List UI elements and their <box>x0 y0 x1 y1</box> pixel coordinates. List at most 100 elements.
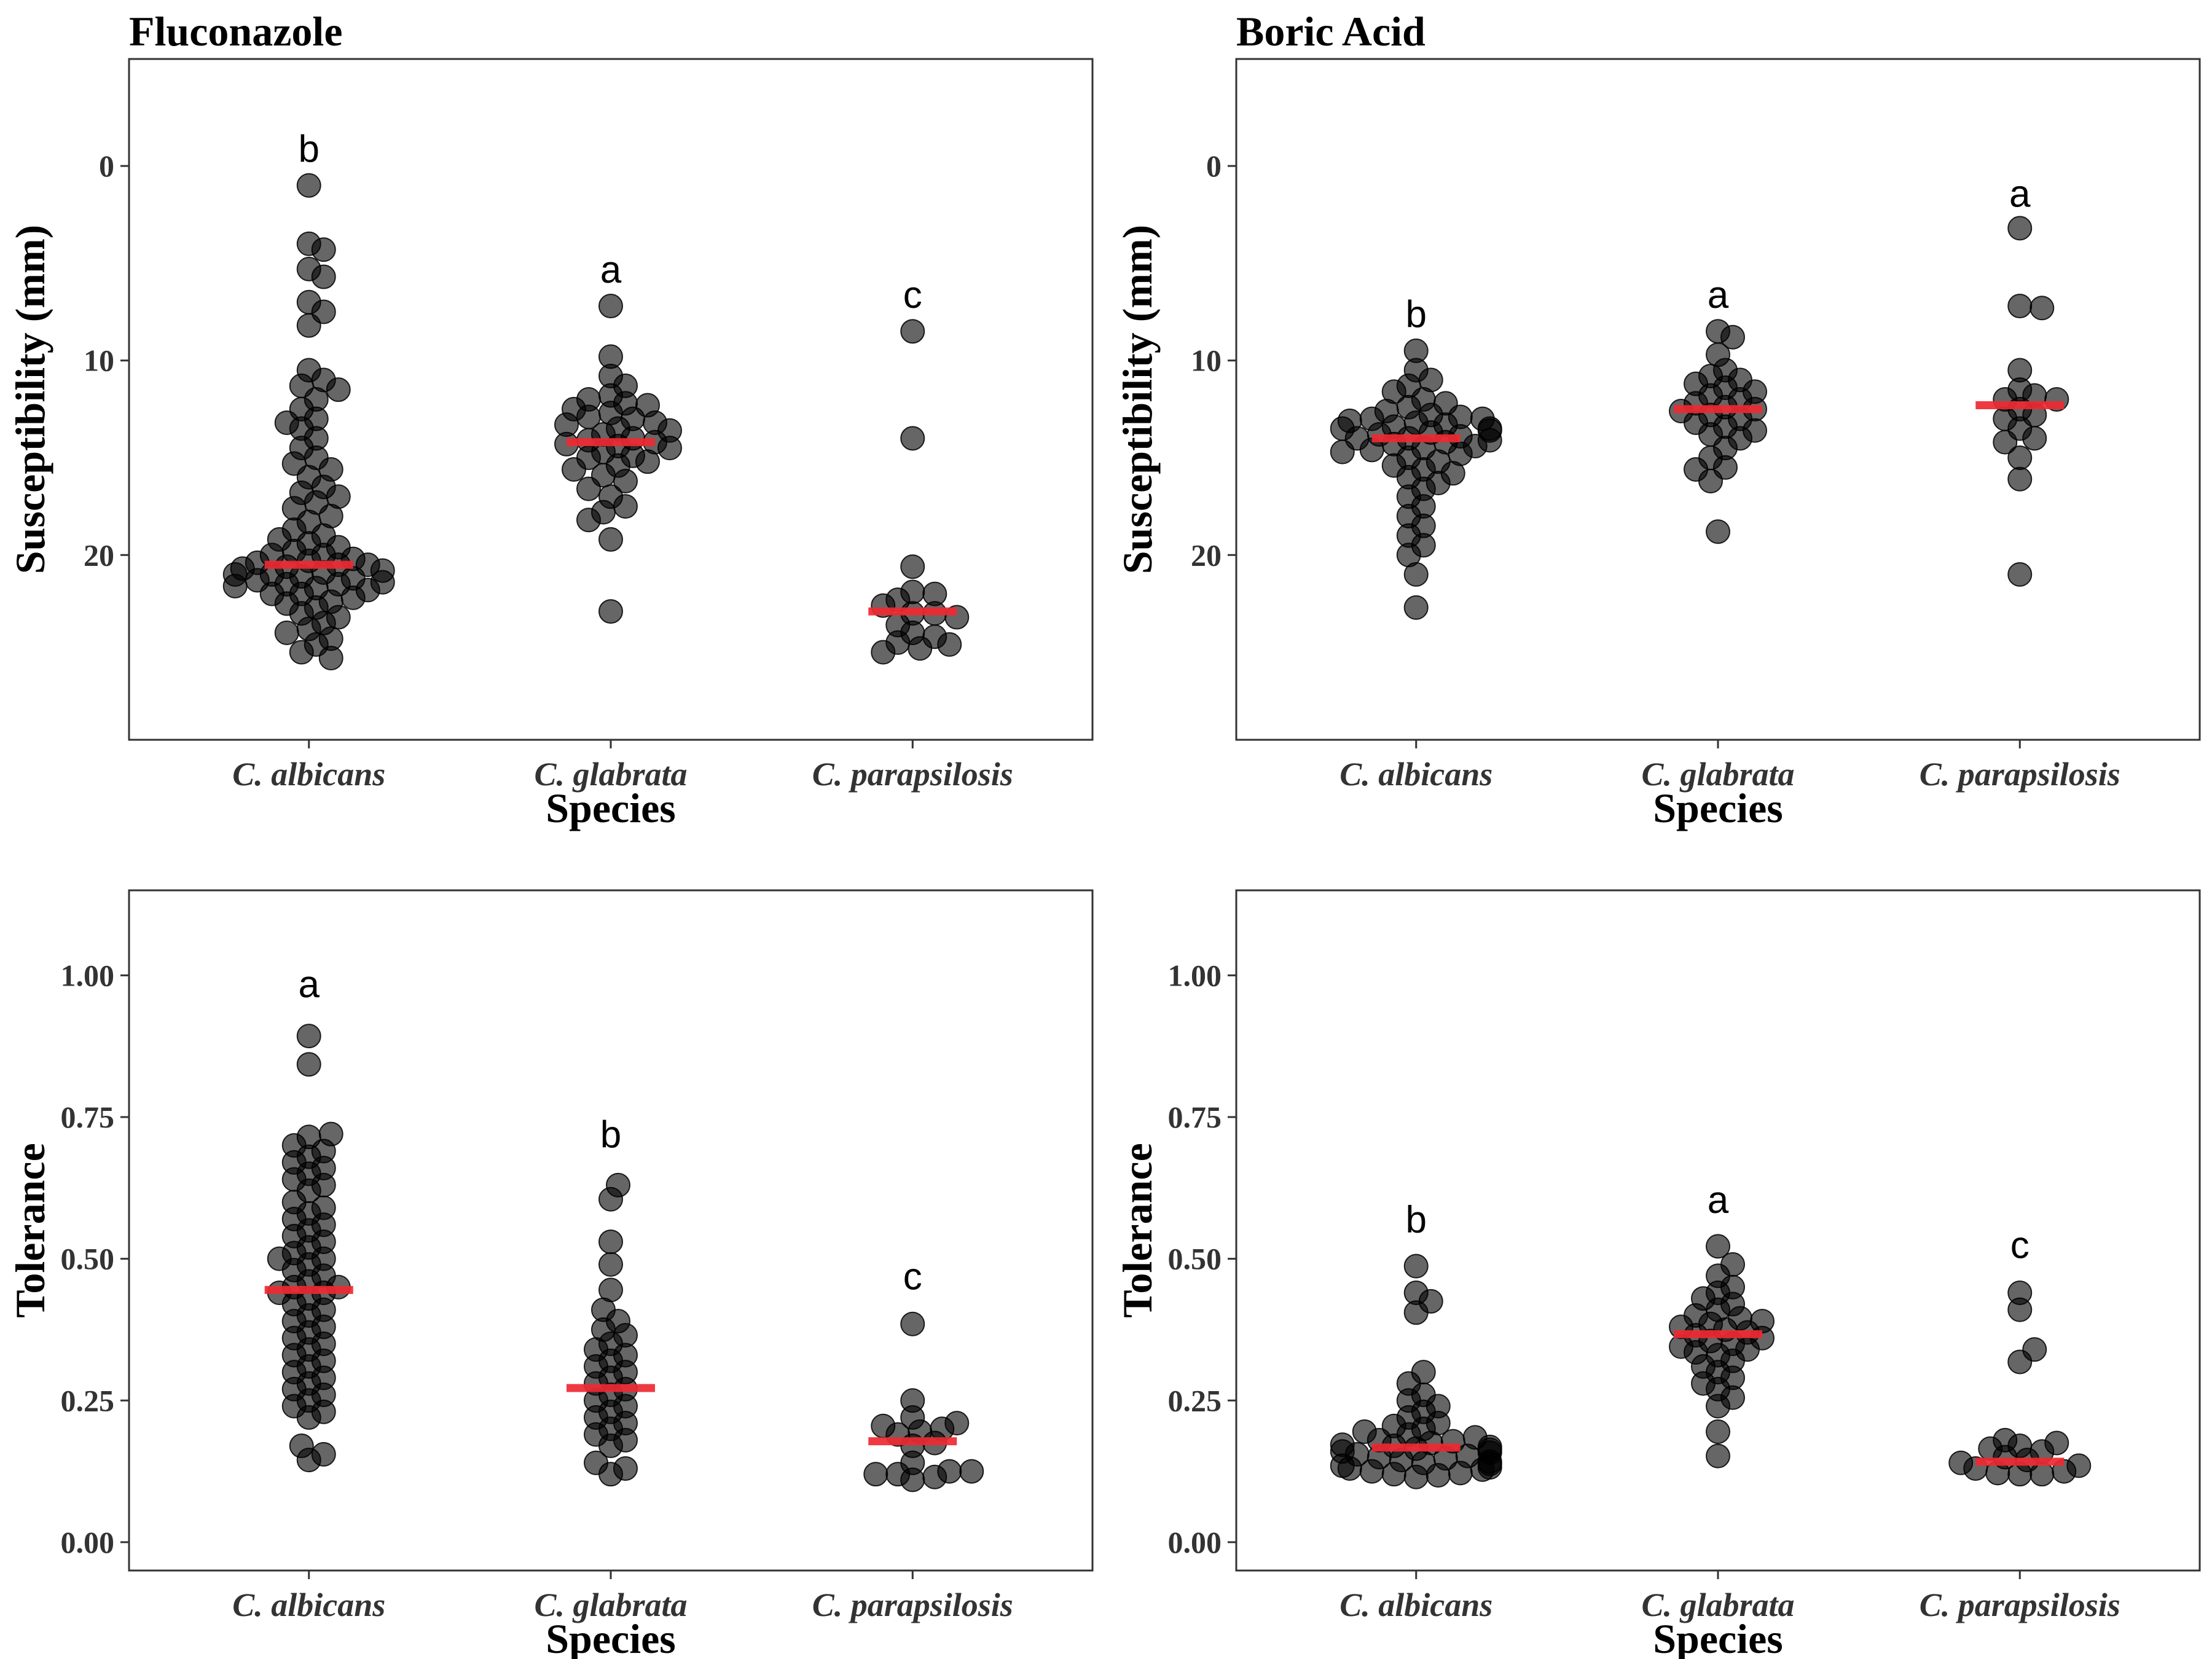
data-point <box>2066 1453 2092 1478</box>
x-tick-label: C. glabrata <box>1641 1586 1794 1623</box>
x-tick-label: C. parapsilosis <box>1920 756 2120 793</box>
data-point <box>871 640 896 665</box>
data-point <box>289 1433 314 1459</box>
data-point <box>2007 466 2033 492</box>
data-point <box>2007 562 2033 587</box>
data-point <box>2007 216 2033 241</box>
y-tick-label: 0.75 <box>61 1100 115 1134</box>
series-c-parapsilosis <box>1975 216 2069 587</box>
data-point <box>1403 1253 1429 1279</box>
data-point <box>598 1229 623 1254</box>
y-tick-label: 10 <box>1191 343 1222 378</box>
data-point <box>1411 1360 1436 1385</box>
data-point <box>2007 1280 2033 1305</box>
data-point <box>1403 562 1429 587</box>
panel-title: Boric Acid <box>1236 8 1426 55</box>
panel-1: Fluconazole 0 10 20 Susceptibility (mm) C. al… <box>7 8 1094 831</box>
y-tick-label: 20 <box>84 538 114 572</box>
data-point <box>1462 1425 1488 1450</box>
significance-letter: b <box>299 128 320 171</box>
data-point <box>2007 294 2033 319</box>
y-tick-label: 20 <box>1191 538 1222 572</box>
significance-letter: b <box>1406 294 1427 336</box>
significance-letter: c <box>903 274 922 316</box>
significance-letter: a <box>2009 173 2031 215</box>
y-axis-title: Tolerance <box>7 1143 53 1318</box>
x-tick-label: C. albicans <box>1339 756 1492 793</box>
data-point <box>584 1450 608 1475</box>
series-c-parapsilosis <box>863 1311 984 1492</box>
series-c-parapsilosis <box>1948 1280 2092 1487</box>
data-point <box>1403 595 1429 620</box>
y-tick-label: 0.75 <box>1168 1100 1222 1134</box>
data-point <box>863 1462 888 1487</box>
data-point <box>908 636 933 661</box>
panel-title: Fluconazole <box>129 8 343 55</box>
series-c-glabrata <box>567 1172 655 1487</box>
data-point <box>900 554 925 579</box>
panel-4: 0.00 0.25 0.50 0.75 1.00 Tolerance C. albicans… <box>1114 889 2201 1659</box>
data-point <box>2022 426 2047 451</box>
series-c-albicans <box>1330 1253 1502 1489</box>
x-tick-label: C. albicans <box>232 1586 385 1623</box>
significance-letter: b <box>1406 1199 1427 1241</box>
significance-letter: a <box>299 963 320 1006</box>
data-point <box>318 646 343 671</box>
significance-letter: c <box>2010 1225 2030 1267</box>
data-point <box>2022 1337 2047 1362</box>
data-point <box>1706 1419 1730 1444</box>
data-point <box>340 585 366 610</box>
data-point <box>598 294 623 319</box>
x-tick-label: C. parapsilosis <box>812 756 1013 793</box>
series-c-parapsilosis <box>868 319 970 665</box>
data-point <box>1993 1427 2018 1453</box>
x-tick-label: C. glabrata <box>1641 756 1794 793</box>
data-point <box>2007 445 2033 470</box>
x-tick-label: C. parapsilosis <box>812 1586 1013 1623</box>
data-point <box>1403 1280 1429 1305</box>
y-tick-label: 10 <box>84 343 114 378</box>
x-tick-label: C. parapsilosis <box>1920 1586 2120 1623</box>
data-point <box>1330 1432 1355 1457</box>
data-point <box>311 264 336 289</box>
data-point <box>2044 1430 2069 1456</box>
x-axis-title: Species <box>1653 785 1783 831</box>
x-axis-title: Species <box>1653 1615 1783 1659</box>
y-tick-label: 0 <box>99 149 114 183</box>
data-point <box>222 573 248 598</box>
data-point <box>1720 324 1745 350</box>
data-point <box>937 632 962 657</box>
data-point <box>937 1459 962 1484</box>
data-point <box>598 599 623 624</box>
y-tick-label: 0.50 <box>61 1242 115 1276</box>
x-tick-label: C. glabrata <box>534 1586 687 1623</box>
y-tick-label: 0.25 <box>61 1383 115 1418</box>
data-point <box>296 173 321 198</box>
data-point <box>613 468 638 493</box>
data-point <box>296 1024 321 1049</box>
data-point <box>1720 1252 1745 1277</box>
data-point <box>296 313 321 338</box>
data-point <box>311 237 336 262</box>
data-point <box>562 457 586 482</box>
data-point <box>1352 1419 1377 1444</box>
data-point <box>1698 468 1723 493</box>
data-point <box>289 640 314 665</box>
x-tick-label: C. albicans <box>1339 1586 1492 1623</box>
data-point <box>576 508 601 533</box>
data-point <box>598 1277 623 1303</box>
panel-3: 0.00 0.25 0.50 0.75 1.00 Tolerance C. albicans… <box>7 889 1094 1659</box>
data-point <box>274 620 299 645</box>
data-point <box>959 1459 984 1484</box>
x-tick-label: C. albicans <box>232 756 385 793</box>
series-c-glabrata <box>1669 1234 1775 1469</box>
x-tick-label: C. glabrata <box>534 756 687 793</box>
data-point <box>318 1121 343 1147</box>
series-c-albicans <box>222 173 395 671</box>
data-point <box>635 449 660 474</box>
data-point <box>900 426 925 451</box>
data-point <box>944 1411 970 1436</box>
data-point <box>1330 439 1355 465</box>
y-tick-label: 0.00 <box>61 1525 115 1559</box>
